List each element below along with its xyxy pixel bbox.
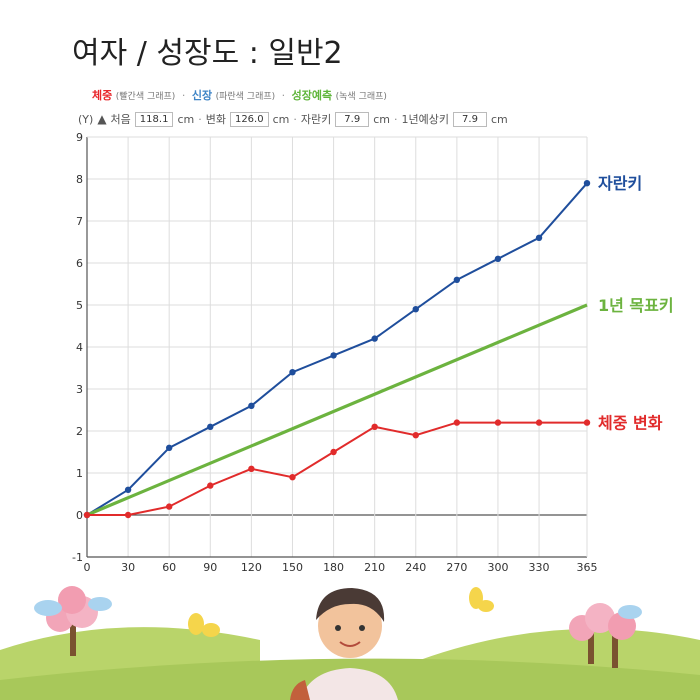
y-tick-label: 3 (76, 383, 83, 396)
y-tick-label: 8 (76, 173, 83, 186)
y-tick-label: -1 (72, 551, 83, 564)
child-figure-icon (290, 588, 398, 700)
series-point-0 (289, 369, 296, 376)
y-tick-label: 4 (76, 341, 83, 354)
series-point-0 (583, 180, 591, 187)
tree-right-icon (569, 603, 636, 668)
series-point-2 (412, 432, 419, 439)
separator-dot: · (293, 112, 297, 126)
unit-label: cm (490, 112, 508, 126)
unit-label: cm (272, 112, 290, 126)
separator-dot: · (394, 112, 398, 126)
unit-label: cm (177, 112, 195, 126)
value-bar: (Y) ▲ 처음 118.1 cm · 변화 126.0 cm · 자란키 7.… (78, 111, 508, 127)
series-line-1 (86, 303, 588, 517)
y-tick-label: 6 (76, 257, 83, 270)
x-tick-label: 240 (405, 561, 426, 574)
separator-dot: · (198, 112, 202, 126)
x-tick-label: 300 (487, 561, 508, 574)
series-point-2 (494, 419, 502, 426)
series-label: 자란키 (598, 174, 642, 193)
y-axis-label: (Y) (78, 112, 94, 126)
decorative-illustration (0, 586, 700, 700)
x-tick-label: 270 (446, 561, 467, 574)
series-point-2 (165, 503, 173, 510)
change-label: 변화 (205, 113, 226, 126)
series-point-0 (124, 486, 132, 493)
series-point-2 (83, 511, 91, 519)
grid-lines (86, 136, 588, 558)
legend-growth-label: 성장예측 (291, 89, 333, 102)
y-tick-label: 0 (76, 509, 83, 522)
x-tick-label: 60 (162, 561, 176, 574)
x-tick-label: 365 (577, 561, 598, 574)
predict-value-field[interactable]: 7.9 (452, 111, 487, 127)
series-point-2 (583, 419, 591, 426)
legend-growth-note: (녹색 그래프) (335, 92, 387, 102)
series-point-2 (248, 465, 255, 472)
series-point-2 (535, 419, 543, 426)
series-point-0 (453, 276, 461, 283)
x-tick-label: 0 (84, 561, 91, 574)
arrow-up-icon: ▲ (97, 112, 107, 126)
series-label: 체중 변화 (598, 414, 663, 433)
y-tick-label: 7 (76, 215, 83, 228)
series-line-0 (86, 182, 588, 516)
series-point-2 (330, 448, 337, 456)
x-tick-label: 210 (364, 561, 385, 574)
series-point-0 (330, 352, 337, 359)
first-label: 처음 (110, 113, 131, 126)
legend-weight-note: (빨간색 그래프) (115, 92, 176, 102)
tree-left-icon (46, 586, 98, 656)
series-point-0 (412, 306, 419, 313)
y-tick-label: 9 (76, 131, 83, 144)
series-point-0 (535, 234, 543, 241)
x-tick-label: 30 (121, 561, 135, 574)
y-tick-label: 1 (76, 467, 83, 480)
legend-height-note: (파란색 그래프) (215, 92, 276, 102)
unit-label: cm (373, 112, 390, 126)
x-tick-label: 180 (323, 561, 344, 574)
series-label: 1년 목표키 (598, 296, 674, 315)
change-value-field[interactable]: 126.0 (229, 111, 269, 127)
series-point-0 (165, 444, 173, 451)
series-layer (83, 180, 591, 519)
page-title: 여자 / 성장도 : 일반2 (72, 36, 343, 71)
legend-height-label: 신장 (191, 89, 213, 102)
predict-label: 1년예상키 (401, 113, 449, 126)
series-line-2 (87, 421, 587, 516)
series-point-2 (371, 423, 378, 430)
series-point-0 (494, 255, 502, 262)
x-tick-label: 330 (529, 561, 550, 574)
series-point-2 (124, 511, 132, 519)
series-point-2 (207, 482, 214, 489)
series-point-2 (453, 419, 461, 426)
legend-weight-label: 체중 (92, 89, 113, 102)
grown-label: 자란키 (300, 113, 332, 126)
cloud-icon (34, 597, 642, 619)
y-tick-label: 5 (76, 299, 83, 312)
legend-separator: · (181, 89, 186, 102)
first-value-field[interactable]: 118.1 (134, 111, 174, 127)
grown-value-field[interactable]: 7.9 (335, 111, 370, 127)
legend: 체중 (빨간색 그래프) · 신장 (파란색 그래프) · 성장예측 (녹색 그… (92, 87, 387, 103)
legend-separator: · (281, 89, 286, 102)
x-tick-label: 90 (203, 561, 217, 574)
x-tick-label: 150 (282, 561, 303, 574)
series-point-0 (207, 423, 214, 430)
butterfly-icon (188, 587, 494, 637)
series-point-2 (289, 474, 296, 481)
series-point-0 (248, 402, 255, 409)
series-point-0 (371, 335, 378, 342)
x-tick-label: 120 (241, 561, 262, 574)
y-tick-label: 2 (76, 425, 83, 438)
